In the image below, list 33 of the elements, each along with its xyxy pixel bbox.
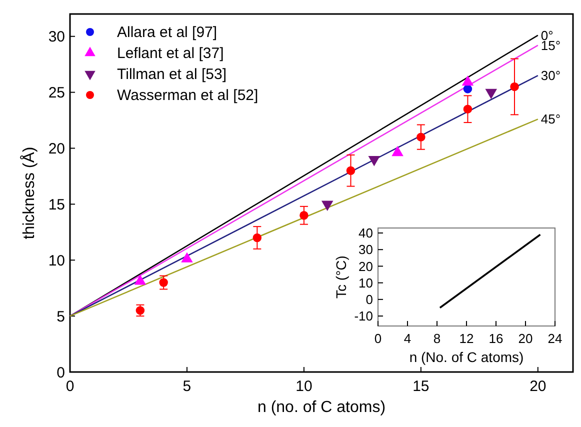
y-tick-label: 15 bbox=[48, 196, 65, 214]
x-tick-label: 20 bbox=[518, 331, 533, 346]
y-tick-label: 10 bbox=[358, 275, 373, 290]
x-tick-label: 8 bbox=[433, 331, 441, 346]
y-axis-title: Tc (°C) bbox=[333, 256, 349, 298]
x-tick-label: 12 bbox=[459, 331, 474, 346]
y-tick-label: 30 bbox=[48, 28, 65, 46]
x-tick-label: 10 bbox=[296, 378, 312, 395]
y-tick-label: 40 bbox=[358, 226, 373, 241]
y-tick-label: 25 bbox=[48, 84, 65, 102]
legend-label: Tillman et al [53] bbox=[117, 66, 226, 83]
x-tick-label: 24 bbox=[548, 331, 562, 346]
legend-label: Wasserman et al [52] bbox=[117, 87, 258, 104]
legend-label: Leflant et al [37] bbox=[117, 45, 224, 62]
x-tick-label: 15 bbox=[412, 378, 430, 395]
x-tick-label: 4 bbox=[404, 331, 412, 346]
y-tick-label: 20 bbox=[358, 258, 373, 274]
y-tick-label: 0 bbox=[56, 364, 65, 382]
y-tick-label: 5 bbox=[56, 308, 65, 326]
y-tick-label: 30 bbox=[358, 242, 373, 258]
y-tick-label: 0 bbox=[366, 292, 373, 307]
y-axis-title: thickness (Å) bbox=[20, 146, 38, 240]
x-axis-title: n (No. of C atoms) bbox=[409, 349, 524, 365]
y-tick-label: 10 bbox=[48, 252, 65, 270]
x-tick-label: 16 bbox=[488, 331, 504, 346]
x-tick-label: 5 bbox=[182, 378, 192, 395]
y-tick-label: 20 bbox=[48, 140, 65, 158]
y-tick-label: -10 bbox=[354, 308, 373, 324]
series-label: 30° bbox=[540, 68, 561, 84]
x-tick-label: 20 bbox=[530, 378, 546, 395]
x-axis-title: n (no. of C atoms) bbox=[257, 399, 386, 416]
legend-label: Allara et al [97] bbox=[117, 24, 218, 41]
series-label: 45° bbox=[540, 112, 561, 127]
